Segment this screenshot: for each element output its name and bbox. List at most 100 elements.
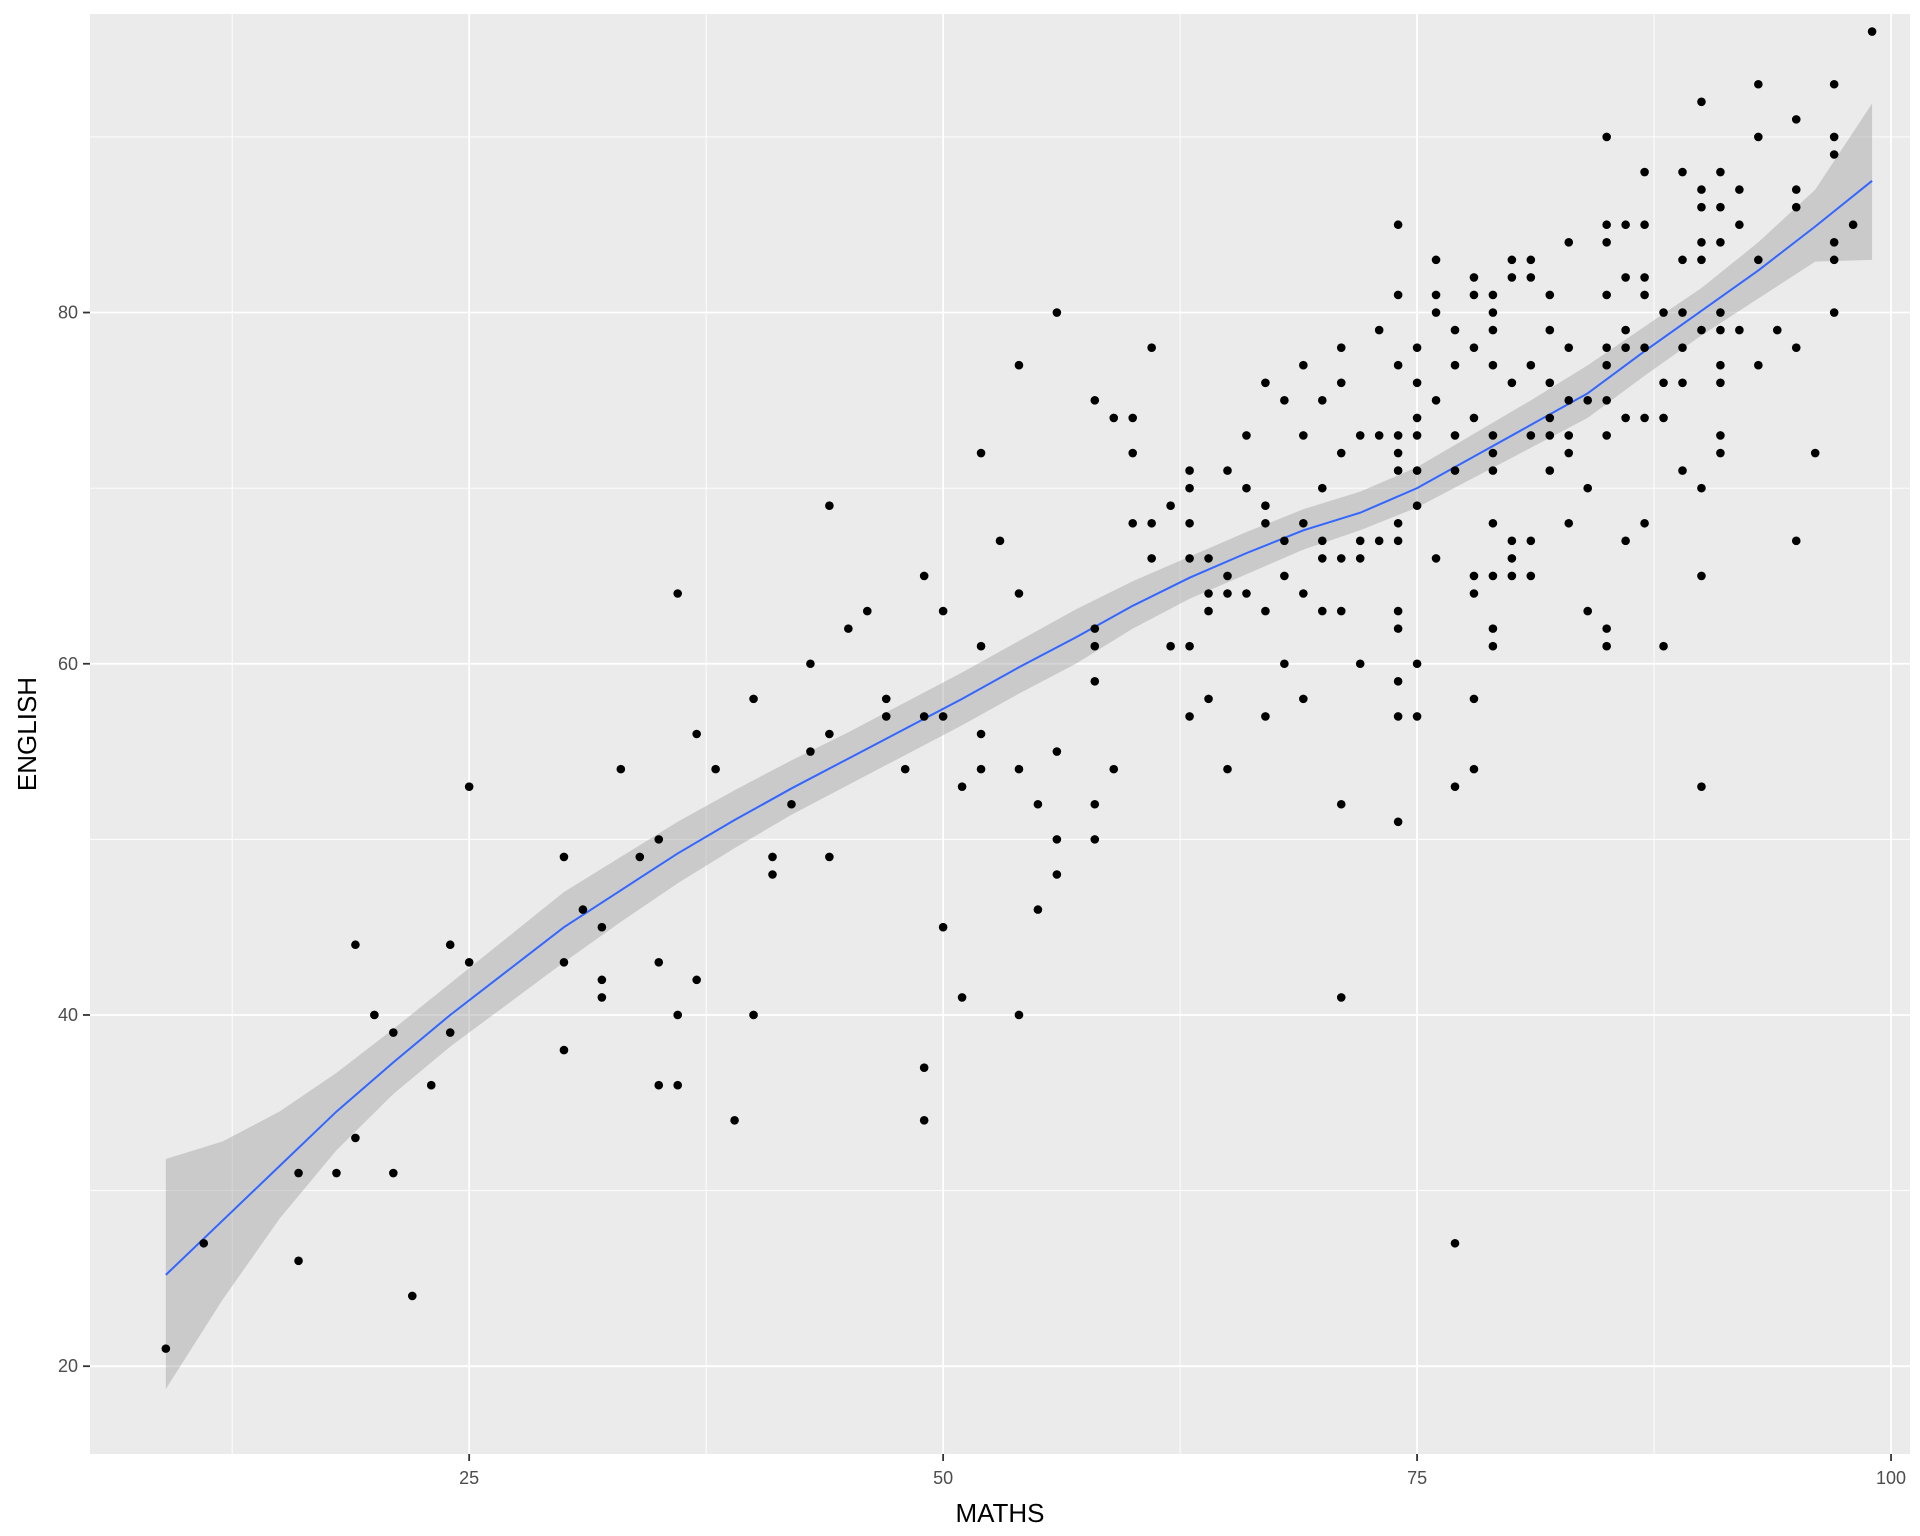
data-point-114: [1280, 571, 1289, 581]
data-point-119: [1299, 589, 1308, 598]
data-point-124: [1317, 554, 1327, 563]
data-point-40: [806, 659, 815, 669]
data-point-54: [938, 606, 948, 616]
data-point-165: [1431, 554, 1441, 563]
data-point-32: [692, 975, 701, 985]
data-point-26: [654, 957, 664, 967]
data-point-233: [1621, 536, 1630, 546]
data-point-198: [1526, 273, 1536, 282]
data-point-116: [1299, 360, 1308, 370]
data-point-47: [881, 694, 891, 704]
data-point-140: [1393, 220, 1403, 230]
data-point-164: [1431, 396, 1441, 405]
data-point-248: [1678, 343, 1687, 352]
data-point-79: [1090, 835, 1100, 844]
data-point-101: [1223, 571, 1232, 581]
data-point-161: [1431, 255, 1441, 265]
data-point-202: [1526, 571, 1536, 581]
data-point-275: [1754, 360, 1763, 370]
data-point-103: [1223, 764, 1232, 774]
data-point-228: [1621, 220, 1630, 230]
axes: 25 50 75 100 20 40 60 80: [58, 303, 1906, 1488]
data-point-230: [1621, 325, 1630, 335]
data-point-96: [1204, 554, 1213, 563]
data-point-232: [1621, 413, 1630, 423]
data-point-205: [1545, 378, 1555, 388]
data-point-133: [1355, 431, 1365, 440]
data-point-238: [1640, 343, 1649, 352]
data-point-243: [1659, 413, 1668, 423]
y-axis-title: ENGLISH: [12, 677, 42, 791]
data-point-30: [673, 1080, 683, 1090]
data-point-126: [1336, 343, 1346, 352]
data-point-194: [1507, 536, 1517, 546]
data-point-162: [1431, 290, 1441, 300]
data-point-75: [1090, 624, 1100, 633]
minor-gridlines: [90, 14, 1910, 1454]
data-point-168: [1450, 431, 1460, 440]
data-point-239: [1640, 413, 1649, 423]
data-point-261: [1716, 202, 1725, 212]
y-tick-label-0: 20: [58, 1356, 78, 1376]
data-point-208: [1545, 466, 1555, 475]
data-point-100: [1223, 466, 1232, 475]
data-point-27: [654, 1080, 664, 1090]
data-point-242: [1659, 378, 1668, 388]
data-point-31: [692, 729, 701, 739]
data-point-225: [1602, 431, 1611, 440]
data-point-83: [1128, 448, 1138, 458]
data-point-122: [1317, 483, 1327, 493]
data-point-289: [1848, 220, 1858, 230]
data-point-254: [1697, 237, 1706, 247]
data-point-267: [1716, 431, 1725, 440]
data-point-288: [1829, 308, 1839, 317]
data-point-179: [1469, 764, 1479, 774]
data-point-24: [635, 852, 645, 862]
data-point-196: [1507, 571, 1517, 581]
data-point-80: [1109, 413, 1119, 423]
data-point-265: [1716, 360, 1725, 370]
data-point-180: [1488, 290, 1498, 300]
data-point-283: [1829, 79, 1839, 89]
data-point-221: [1602, 290, 1611, 300]
data-point-185: [1488, 448, 1498, 458]
data-point-257: [1697, 483, 1706, 493]
data-point-59: [976, 448, 986, 458]
data-point-61: [976, 729, 986, 739]
data-point-29: [673, 1010, 683, 1020]
data-point-286: [1829, 237, 1839, 247]
data-point-171: [1450, 1238, 1460, 1248]
data-point-271: [1735, 325, 1744, 335]
data-point-290: [1867, 27, 1877, 36]
data-point-64: [1014, 360, 1024, 370]
data-point-34: [730, 1116, 739, 1125]
data-point-127: [1336, 378, 1346, 388]
smooth-line: [165, 180, 1873, 1276]
data-point-258: [1697, 571, 1706, 581]
data-point-213: [1564, 448, 1574, 458]
data-point-2: [294, 1168, 303, 1178]
data-point-19: [578, 905, 588, 914]
data-point-186: [1488, 466, 1498, 475]
data-point-231: [1621, 343, 1630, 352]
data-point-136: [1355, 659, 1365, 669]
data-point-95: [1185, 712, 1194, 721]
data-point-155: [1412, 413, 1422, 423]
data-point-273: [1754, 132, 1763, 142]
data-point-223: [1602, 360, 1611, 370]
data-point-274: [1754, 255, 1763, 265]
data-point-200: [1526, 431, 1536, 440]
data-point-72: [1052, 835, 1062, 844]
data-point-110: [1261, 606, 1270, 616]
data-point-121: [1317, 396, 1327, 405]
data-point-156: [1412, 431, 1422, 440]
data-point-113: [1280, 536, 1289, 546]
data-point-8: [389, 1028, 398, 1037]
data-point-176: [1469, 571, 1479, 581]
data-point-163: [1431, 308, 1441, 317]
data-point-78: [1090, 799, 1100, 809]
data-point-33: [711, 764, 720, 774]
data-point-3: [294, 1256, 303, 1266]
data-point-109: [1261, 518, 1270, 528]
